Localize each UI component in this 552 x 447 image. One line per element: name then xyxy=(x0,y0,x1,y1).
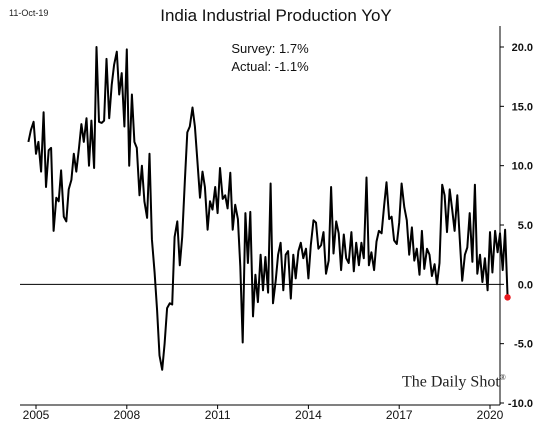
chart-axes xyxy=(20,26,501,406)
actual-annotation: Actual: -1.1% xyxy=(231,59,309,74)
tick-labels: 20.0 15.0 10.0 5.0 0.0 -5.0 -10.0 2005 2008 2011 2… xyxy=(23,42,533,422)
registered-mark: ® xyxy=(499,373,506,382)
x-tick-label: 2020 xyxy=(477,408,504,422)
x-tick-label: 2017 xyxy=(386,408,413,422)
watermark-text: The Daily Shot xyxy=(402,373,500,391)
y-tick-label: 20.0 xyxy=(512,42,533,54)
chart-title: India Industrial Production YoY xyxy=(160,6,392,25)
date-stamp: 11-Oct-19 xyxy=(9,8,49,18)
y-tick-label: 5.0 xyxy=(518,220,533,232)
y-tick-label: 15.0 xyxy=(512,101,533,113)
series-group xyxy=(27,46,511,371)
x-tick-label: 2005 xyxy=(23,408,50,422)
series-line xyxy=(27,46,509,371)
y-tick-label: 10.0 xyxy=(512,161,533,173)
survey-annotation: Survey: 1.7% xyxy=(231,41,309,56)
y-tick-label: -5.0 xyxy=(514,339,533,351)
x-tick-label: 2008 xyxy=(113,408,140,422)
y-tick-label: -10.0 xyxy=(508,398,533,410)
x-tick-label: 2011 xyxy=(205,408,231,422)
daily-shot-watermark: The Daily Shot® xyxy=(402,373,506,391)
y-tick-label: 0.0 xyxy=(518,279,533,291)
x-tick-label: 2014 xyxy=(295,408,322,422)
latest-point-marker xyxy=(504,294,511,301)
